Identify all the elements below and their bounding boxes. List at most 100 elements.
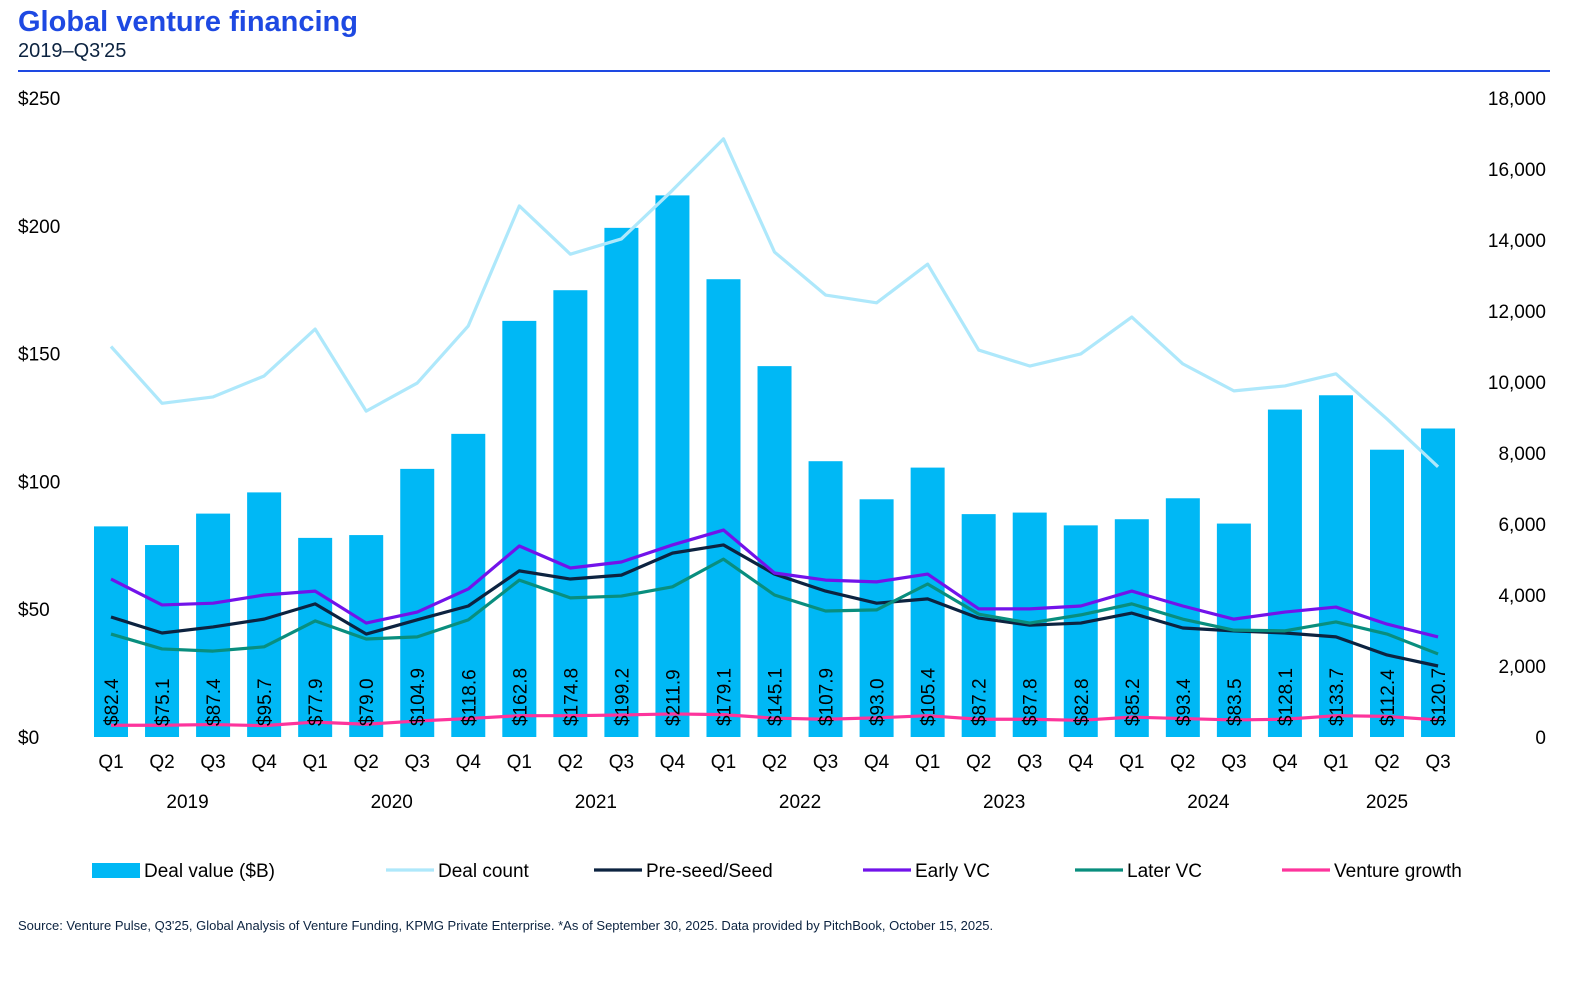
right-axis-tick-label: 14,000 [1488,231,1546,252]
left-axis-tick-label: $150 [18,345,60,366]
title-divider [18,70,1550,72]
bar-data-label: $174.8 [561,668,582,726]
bar-data-label: $133.7 [1327,668,1348,726]
x-axis-quarter-label: Q4 [251,752,277,773]
x-axis-quarter-label: Q1 [915,752,940,773]
bar-data-label: $87.4 [204,678,225,726]
x-axis-quarter-label: Q2 [1170,752,1195,773]
right-axis-tick-label: 16,000 [1488,160,1546,181]
x-axis-quarter-label: Q4 [1272,752,1298,773]
bar-deal-value [961,514,996,737]
x-axis-quarter-label: Q3 [1425,752,1450,773]
x-axis-year-label: 2020 [371,792,413,813]
right-axis-tick-label: 18,000 [1488,89,1546,110]
x-axis-quarter-label: Q1 [507,752,532,773]
x-axis-quarter-label: Q3 [609,752,634,773]
bar-data-label: $105.4 [919,667,940,726]
legend-label: Venture growth [1334,861,1462,882]
bar-data-label: $211.9 [663,669,684,726]
right-axis-tick-label: 4,000 [1498,586,1546,607]
bar-data-label: $95.7 [255,678,276,726]
bar-deal-value [400,468,435,737]
bar-data-label: $83.5 [1225,678,1246,726]
x-axis-year-label: 2025 [1366,792,1408,813]
bar-deal-value [808,461,843,737]
x-axis-quarter-label: Q1 [98,752,123,773]
x-axis-quarter-label: Q3 [1221,752,1246,773]
line-later-vc [110,557,1439,656]
line-early-vc [110,528,1439,639]
legend-swatch-bar [92,863,140,878]
bar-deal-value [553,290,588,737]
x-axis-quarter-label: Q1 [1323,752,1348,773]
chart-title: Global venture financing [18,6,358,38]
x-axis-quarter-label: Q4 [660,752,686,773]
x-axis-quarter-label: Q2 [149,752,174,773]
bar-data-label: $179.1 [714,668,735,726]
bar-deal-value [1318,395,1353,737]
bar-data-label: $107.9 [817,668,838,726]
bar-deal-value [706,279,741,737]
line-deal-count [109,137,1440,469]
bar-deal-value [1370,449,1404,737]
bar-data-label: $118.6 [459,669,480,726]
bar-deal-value [1421,428,1456,737]
right-axis-tick-label: 6,000 [1498,515,1546,536]
bar-data-label: $85.2 [1123,678,1144,726]
left-axis-tick-label: $100 [18,472,60,493]
bar-deal-value [1267,409,1302,737]
x-axis-quarter-label: Q2 [354,752,379,773]
x-axis-quarter-label: Q2 [966,752,991,773]
x-axis-year-label: 2022 [779,792,821,813]
right-axis-tick-label: 10,000 [1488,373,1546,394]
x-axis-quarter-label: Q2 [1374,752,1399,773]
bar-data-label: $104.9 [408,668,429,726]
x-axis-quarter-label: Q4 [456,752,482,773]
x-axis-quarter-label: Q1 [711,752,736,773]
right-axis-tick-label: 2,000 [1498,657,1546,678]
x-axis-quarter-label: Q4 [864,752,890,773]
x-axis-year-label: 2023 [983,792,1025,813]
bar-data-label: $199.2 [612,668,633,726]
x-axis-quarter-label: Q3 [200,752,225,773]
right-axis-tick-label: 0 [1535,728,1546,749]
bar-deal-value [451,433,486,737]
legend-label: Later VC [1127,861,1202,882]
bar-data-label: $75.1 [153,678,174,726]
bar-data-label: $87.2 [970,678,991,726]
bar-deal-value [145,545,180,737]
bar-data-label: $82.4 [102,678,123,726]
source-note: Source: Venture Pulse, Q3'25, Global Ana… [18,918,994,933]
x-axis-quarter-label: Q1 [302,752,327,773]
bar-deal-value [757,366,792,737]
bar-data-label: $120.7 [1429,668,1450,726]
legend-label: Pre-seed/Seed [646,861,773,882]
left-axis-tick-label: $200 [18,217,60,238]
bar-deal-value [502,320,537,737]
bar-deal-value [298,537,333,737]
bar-data-label: $77.9 [306,678,327,726]
bar-data-label: $112.4 [1378,669,1399,726]
bar-data-label: $87.8 [1021,678,1042,726]
bar-data-label: $128.1 [1276,668,1297,726]
bar-deal-value [604,227,639,738]
legend-label: Deal value ($B) [144,861,275,882]
right-axis-tick-label: 8,000 [1498,444,1546,465]
bar-data-label: $162.8 [510,668,531,726]
x-axis-quarter-label: Q4 [1068,752,1094,773]
x-axis-quarter-label: Q3 [813,752,838,773]
right-axis-tick-label: 12,000 [1488,302,1546,323]
x-axis-quarter-label: Q2 [558,752,583,773]
bar-deal-value [655,195,690,737]
x-axis-year-label: 2024 [1187,792,1230,813]
left-axis-tick-label: $50 [18,600,50,621]
x-axis-quarter-label: Q1 [1119,752,1144,773]
x-axis-year-label: 2021 [575,792,617,813]
bar-deal-value [94,526,128,737]
x-axis-quarter-label: Q3 [405,752,430,773]
legend-label: Early VC [915,861,990,882]
bar-data-label: $93.4 [1174,678,1195,726]
chart-subtitle: 2019–Q3'25 [18,40,127,62]
bar-data-label: $93.0 [868,678,889,726]
